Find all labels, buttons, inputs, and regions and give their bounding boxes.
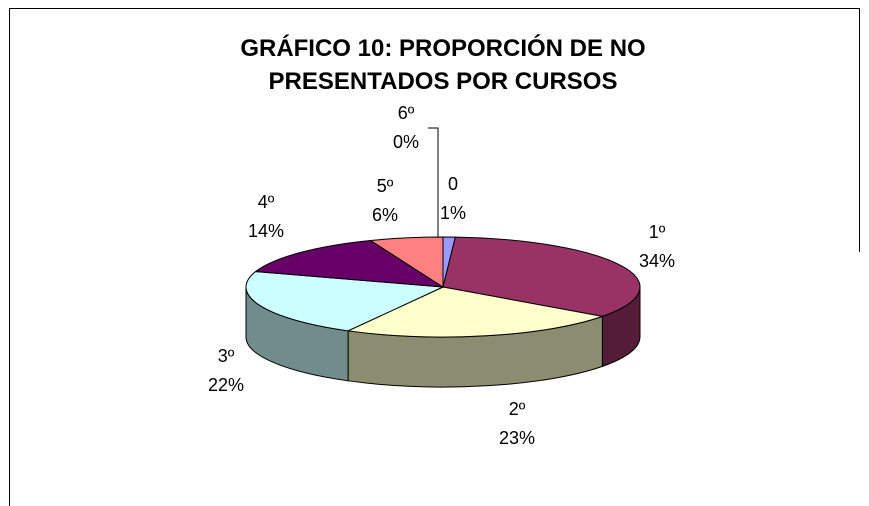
slice-value-label: 14%	[248, 221, 284, 241]
slice-value-label: 22%	[208, 375, 244, 395]
pie-slice	[442, 236, 641, 317]
slice-label: 1º	[649, 222, 666, 242]
slice-value-label: 34%	[639, 251, 675, 271]
pie-slice	[346, 286, 605, 338]
slice-label: 2º	[509, 399, 526, 419]
chart-title: GRÁFICO 10: PROPORCIÓN DE NO PRESENTADOS…	[240, 35, 646, 95]
slice-value-label: 1%	[440, 203, 466, 223]
leader-line	[428, 127, 439, 237]
slice-label: 6º	[398, 103, 415, 123]
slice-label: 4º	[258, 192, 275, 212]
slice-label: 5º	[377, 176, 394, 196]
slice-value-label: 0%	[393, 132, 419, 152]
slice-label: 0	[448, 174, 458, 194]
pie-slice	[245, 271, 445, 332]
pie-slice	[254, 239, 444, 288]
slice-value-label: 23%	[499, 428, 535, 448]
slice-value-label: 6%	[372, 205, 398, 225]
slice-label: 3º	[218, 346, 235, 366]
